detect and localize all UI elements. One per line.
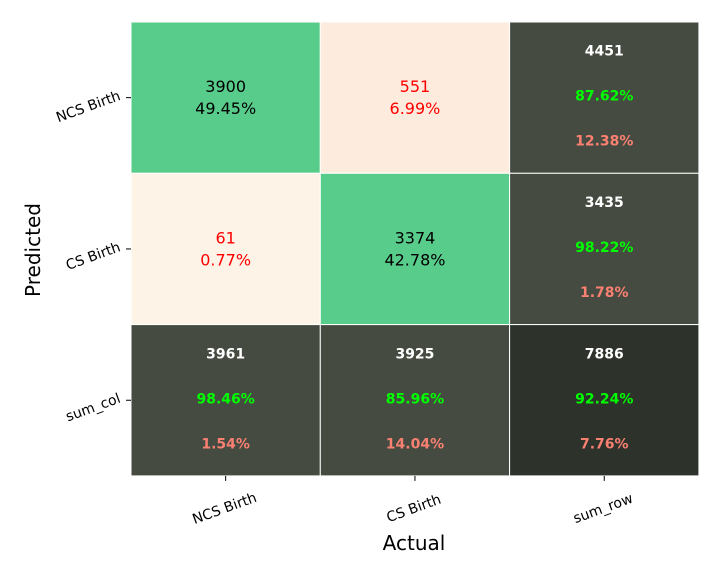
matrix-cell: 4451 87.62% 12.38% — [509, 21, 700, 174]
cell-percent: 0.77% — [200, 250, 251, 269]
summary-correct-percent: 98.22% — [575, 240, 633, 256]
matrix-cell: 3435 98.22% 1.78% — [509, 172, 700, 326]
cell-percent: 49.45% — [195, 99, 256, 118]
x-tick-label: NCS Birth — [190, 490, 259, 528]
matrix-cell: 3961 98.46% 1.54% — [130, 324, 321, 477]
cell-count: 551 — [400, 77, 431, 96]
summary-error-percent: 7.76% — [580, 436, 629, 452]
summary-error-percent: 12.38% — [575, 134, 633, 150]
cell-background — [319, 21, 511, 174]
summary-correct-percent: 92.24% — [575, 391, 633, 407]
summary-count: 4451 — [585, 44, 624, 60]
cell-background — [509, 324, 700, 477]
cell-count: 3374 — [395, 228, 436, 247]
matrix-cell: 3925 85.96% 14.04% — [319, 324, 511, 477]
y-tick-label: sum_col — [64, 391, 123, 426]
cell-background — [130, 21, 321, 174]
summary-error-percent: 1.54% — [201, 436, 250, 452]
y-tick-label: CS Birth — [64, 239, 123, 273]
summary-count: 7886 — [585, 346, 624, 362]
cell-background — [130, 172, 321, 326]
matrix-cell: 3374 42.78% — [319, 172, 511, 326]
x-axis-label: Actual — [383, 531, 446, 555]
x-tick-label: sum_row — [571, 491, 635, 527]
summary-correct-percent: 85.96% — [386, 391, 444, 407]
matrix-cell: 7886 92.24% 7.76% — [509, 324, 700, 477]
summary-correct-percent: 87.62% — [575, 89, 633, 105]
matrix-cell: 3900 49.45% — [130, 21, 321, 174]
matrix-cell: 61 0.77% — [130, 172, 321, 326]
cell-background — [509, 172, 700, 326]
x-tick-label: CS Birth — [385, 492, 444, 526]
summary-count: 3961 — [206, 346, 245, 362]
cell-background — [130, 324, 321, 477]
cell-count: 3900 — [205, 77, 246, 96]
cell-percent: 42.78% — [384, 250, 445, 269]
matrix-cell: 551 6.99% — [319, 21, 511, 174]
cell-background — [319, 172, 511, 326]
summary-error-percent: 1.78% — [580, 285, 629, 301]
cell-background — [509, 21, 700, 174]
y-axis-label: Predicted — [21, 203, 45, 297]
summary-error-percent: 14.04% — [386, 436, 444, 452]
summary-correct-percent: 98.46% — [196, 391, 254, 407]
cell-count: 61 — [215, 228, 235, 247]
matrix-cells: 3900 49.45% 551 6.99% 4451 87.62% 12.38% 61 0.77… — [130, 21, 700, 477]
summary-count: 3435 — [585, 195, 624, 211]
y-tick-label: NCS Birth — [54, 88, 123, 126]
cell-percent: 6.99% — [390, 99, 441, 118]
summary-count: 3925 — [395, 346, 434, 362]
cell-background — [319, 324, 511, 477]
